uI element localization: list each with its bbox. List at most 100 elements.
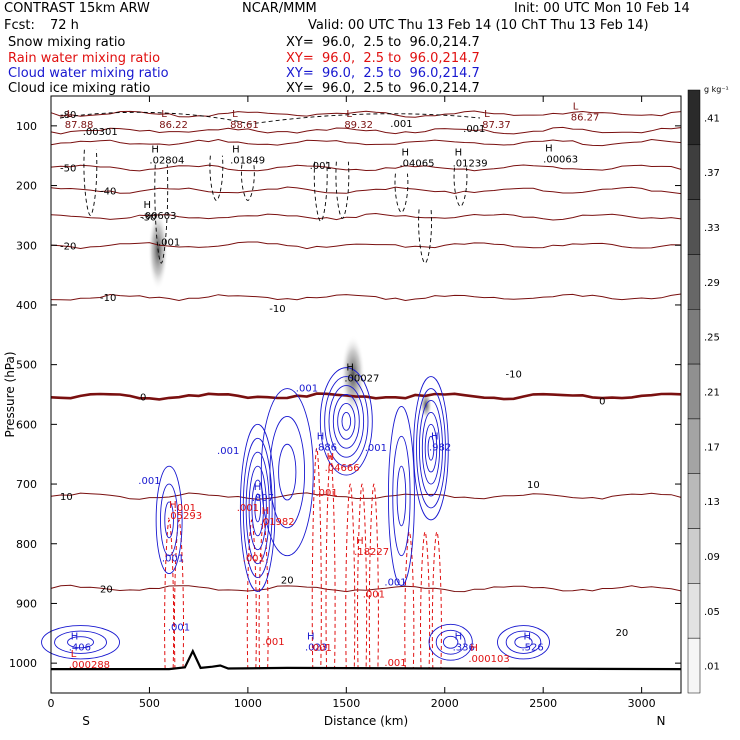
rain-extremum-value: .05293 — [167, 511, 202, 522]
ice-low-value: 87.88 — [65, 120, 94, 131]
temperature-contour — [50, 186, 682, 195]
cloud-water-contour — [164, 501, 174, 539]
ice-low-value: 86.22 — [159, 120, 188, 131]
colorbar-step — [687, 418, 701, 474]
colorbar-unit: g kg⁻¹ — [704, 85, 729, 94]
colorbar-step — [687, 583, 701, 639]
cloud-water-contour — [418, 400, 443, 497]
temperature-label: 20 — [281, 576, 294, 587]
cloud-water-contour — [505, 630, 542, 654]
colorbar-tick-label: .29 — [704, 278, 720, 289]
colorbar-tick-label: .01 — [704, 662, 720, 673]
ice-high-value: .04065 — [399, 159, 434, 170]
cloud-water-contour — [514, 636, 533, 649]
ice-contour-label: .001 — [463, 124, 485, 135]
rain-contour-label: .001 — [363, 589, 385, 600]
x-tick-label: 1500 — [332, 697, 360, 710]
cloud-water-contour — [67, 636, 94, 649]
cloud-water-contour-label: .001 — [162, 554, 184, 565]
ice-low-value: 87.37 — [482, 120, 511, 131]
cloud-ice-contour — [394, 173, 409, 213]
cloud-water-high-symbol: H — [524, 631, 532, 642]
ice-low-value: 88.61 — [230, 120, 259, 131]
y-tick-label: 100 — [16, 120, 37, 133]
x-tick-label: 2500 — [529, 697, 557, 710]
temperature-label: 20 — [100, 585, 113, 596]
cloud-water-high-symbol: H — [317, 431, 325, 442]
rain-contour-label: .001 — [237, 503, 259, 514]
field-name-rain: Rain water mixing ratio — [8, 51, 161, 66]
colorbar-step — [687, 254, 701, 310]
ice-low-symbol: L — [573, 102, 579, 113]
ice-low-symbol: L — [232, 109, 238, 120]
rain-extremum-value: .01982 — [260, 517, 295, 528]
rain-contour-label: .001 — [384, 658, 406, 669]
temperature-contour — [50, 164, 682, 172]
ice-contour-label: .001 — [158, 237, 180, 248]
colorbar-tick-label: .25 — [704, 333, 720, 344]
colorbar-tick-label: .33 — [704, 223, 720, 234]
cloud-water-contour — [269, 415, 306, 529]
cloud-water-contour — [319, 367, 373, 476]
cloud-water-contour — [54, 630, 107, 654]
ice-low-symbol: L — [67, 109, 73, 120]
cloud-water-contour — [341, 411, 352, 431]
ice-high-symbol: H — [545, 144, 553, 155]
cloud-water-contour — [245, 451, 270, 565]
rain-contour-label: .001 — [243, 554, 265, 565]
ice-low-value: 89.32 — [344, 120, 373, 131]
x-tick-label: 3000 — [628, 697, 656, 710]
ice-high-symbol: H — [455, 148, 463, 159]
temperature-contour — [50, 293, 682, 302]
colorbar-tick-label: .05 — [704, 607, 720, 618]
cloud-water-contour — [428, 623, 473, 661]
cloud-water-contour — [41, 625, 120, 660]
cloud-water-contour — [424, 423, 438, 473]
temperature-label: -50 — [60, 164, 76, 175]
rain-contour — [357, 483, 368, 670]
cloud-water-high-value: .982 — [429, 442, 451, 453]
cloud-ice-contour — [209, 155, 224, 201]
ice-contour-label: .001 — [310, 161, 332, 172]
temperature-label: 10 — [60, 492, 73, 503]
temperature-label: 0 — [140, 392, 146, 403]
temperature-label: -10 — [269, 304, 285, 315]
colorbar-step — [687, 309, 701, 365]
temperature-contour — [50, 138, 682, 147]
ice-low-symbol: L — [161, 109, 167, 120]
temperature-label: -10 — [100, 293, 116, 304]
rain-contour — [345, 483, 356, 670]
colorbar-step — [687, 637, 701, 694]
rain-contour-label: .001 — [315, 488, 337, 499]
cloud-water-high-value: .886 — [315, 442, 337, 453]
colorbar-tick-label: .17 — [704, 442, 720, 453]
colorbar-tick-label: .37 — [704, 168, 720, 179]
temperature-label: 20 — [616, 628, 629, 639]
rain-contour-label: .001 — [174, 503, 196, 514]
cloud-water-high-value: .336 — [453, 642, 475, 653]
temperature-contour — [50, 492, 682, 500]
cloud-water-contour — [427, 435, 435, 461]
cloud-water-contour — [421, 411, 441, 485]
temperature-label: -30 — [140, 213, 156, 224]
colorbar-tick-label: .41 — [704, 113, 720, 124]
colorbar-step — [687, 473, 701, 529]
south-label: S — [82, 714, 90, 728]
ice-high-symbol: H — [151, 145, 159, 156]
rain-contour — [368, 483, 379, 670]
ice-high-symbol: H — [401, 148, 409, 159]
x-axis-label: Distance (km) — [324, 714, 408, 728]
rain-extremum-symbol: H — [356, 536, 364, 547]
rain-extremum-value: .18227 — [354, 547, 389, 558]
temperature-label: -80 — [60, 110, 76, 121]
cloud-water-high-value: .023 — [305, 642, 327, 653]
temperature-contour — [50, 392, 682, 401]
temperature-label: 0 — [599, 396, 605, 407]
cloud-water-contour — [497, 625, 550, 660]
cloud-water-contour — [337, 403, 356, 440]
cloud-water-high-symbol: H — [254, 482, 262, 493]
cloud-water-contour — [392, 435, 411, 557]
cloud-water-high-value: .807 — [252, 493, 274, 504]
y-tick-label: 500 — [16, 359, 37, 372]
valid-time: Valid: 00 UTC Thu 13 Feb 14 (10 ChT Thu … — [308, 18, 649, 33]
